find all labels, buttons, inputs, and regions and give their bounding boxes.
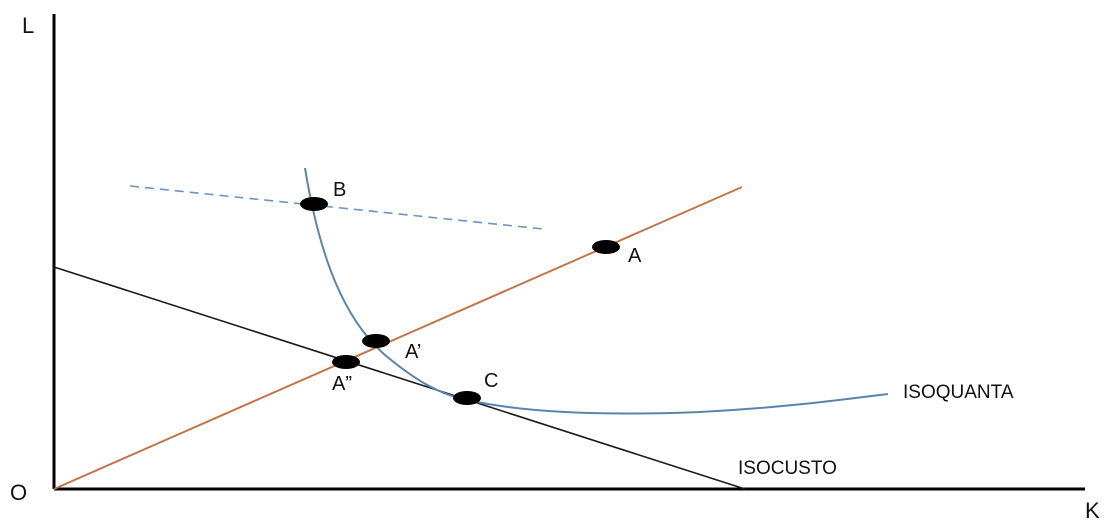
point-a-prime-label: A’ bbox=[405, 341, 421, 363]
origin-label: O bbox=[10, 480, 27, 505]
isocost-label: ISOCUSTO bbox=[738, 458, 837, 479]
point-a-label: A bbox=[628, 245, 642, 267]
point-a bbox=[592, 240, 620, 254]
isocost-line bbox=[53, 266, 746, 490]
dashed-line bbox=[129, 185, 544, 230]
expansion-ray bbox=[53, 186, 743, 490]
isoquant-curve bbox=[304, 167, 889, 415]
point-b-label: B bbox=[333, 179, 346, 201]
point-c-label: C bbox=[484, 370, 498, 392]
y-axis-label: L bbox=[22, 13, 34, 38]
point-a-double-prime bbox=[332, 355, 360, 369]
point-c bbox=[453, 391, 481, 405]
point-a-prime bbox=[362, 334, 390, 348]
point-a-double-prime-label: A” bbox=[332, 373, 352, 395]
point-b bbox=[300, 197, 328, 211]
x-axis-label: K bbox=[1085, 498, 1100, 521]
isoquant-label: ISOQUANTA bbox=[903, 382, 1014, 403]
